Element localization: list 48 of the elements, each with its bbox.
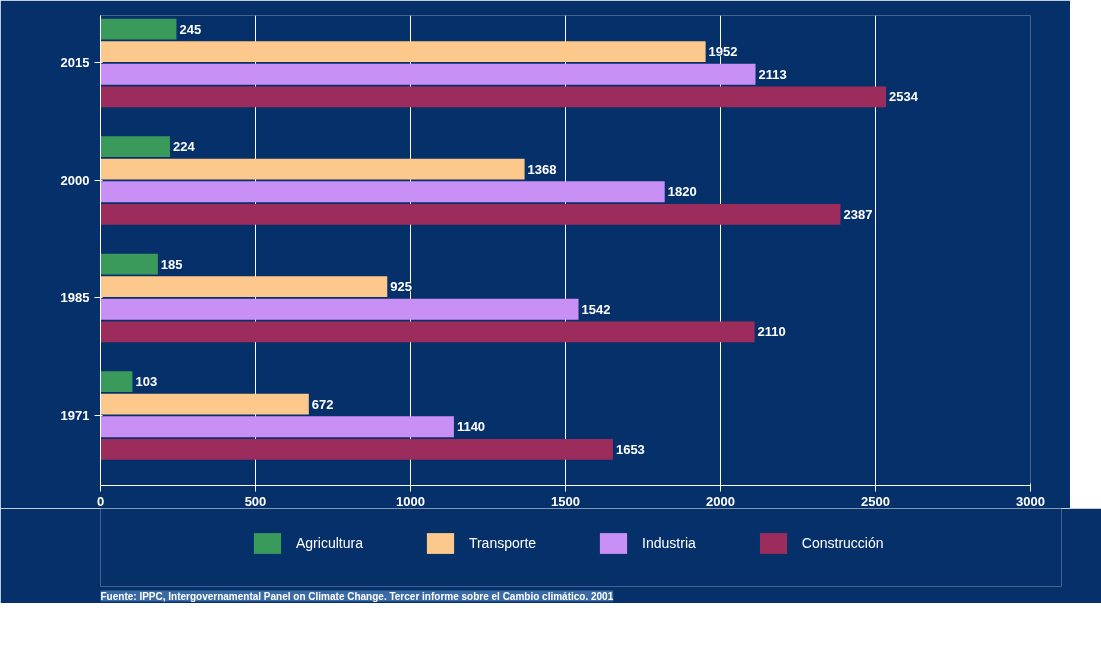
- source-note: Fuente: IPPC, Intergovernamental Panel on Climate Change. Tercer informe sobre el Cambio climático. 2001: [100, 590, 614, 602]
- bar: [100, 41, 706, 63]
- data-label: 2113: [758, 66, 787, 82]
- bar: [100, 276, 388, 298]
- bar: [100, 371, 133, 392]
- bar: [100, 321, 755, 343]
- data-label: 672: [311, 396, 334, 412]
- bar: [100, 63, 756, 85]
- legend-label: Transporte: [468, 535, 537, 551]
- x-tick-label: 3000: [1016, 493, 1045, 509]
- bar: [100, 253, 158, 275]
- data-label: 925: [390, 279, 412, 295]
- y-tick-label: 1985: [60, 290, 90, 306]
- bar: [100, 181, 665, 203]
- x-tick-label: 2000: [706, 493, 735, 509]
- y-tick-label: 1971: [60, 407, 90, 423]
- data-label: 1653: [615, 441, 645, 457]
- bar: [100, 298, 579, 320]
- data-label: 224: [172, 139, 196, 155]
- bar: [100, 18, 177, 40]
- data-label: 185: [160, 256, 183, 272]
- data-label: 1952: [708, 44, 738, 60]
- y-tick-label: 2015: [60, 55, 90, 71]
- legend-label: Industria: [642, 535, 696, 551]
- data-label: 2110: [757, 324, 786, 340]
- data-label: 103: [135, 374, 158, 390]
- x-tick-label: 2500: [861, 493, 890, 509]
- data-label: 2534: [889, 89, 919, 105]
- data-label: 1368: [527, 161, 557, 177]
- legend-label: Agricultura: [296, 535, 363, 551]
- bar: [100, 393, 309, 415]
- x-tick-label: 500: [244, 493, 267, 509]
- bar: [100, 158, 525, 180]
- bar: [100, 136, 170, 157]
- data-label: 1140: [456, 419, 486, 435]
- x-tick-label: 0: [96, 493, 105, 509]
- bar: [100, 438, 613, 460]
- legend-label: Construcción: [801, 535, 884, 551]
- bar: [100, 416, 454, 438]
- data-label: 245: [179, 21, 202, 37]
- data-label: 1542: [581, 301, 611, 317]
- bar: [100, 86, 887, 108]
- y-tick-label: 2000: [60, 172, 90, 188]
- bar: [100, 203, 841, 225]
- x-tick-label: 1500: [551, 493, 580, 509]
- x-tick-label: 1000: [396, 493, 425, 509]
- data-label: 2387: [843, 206, 873, 222]
- data-label: 1820: [667, 184, 697, 200]
